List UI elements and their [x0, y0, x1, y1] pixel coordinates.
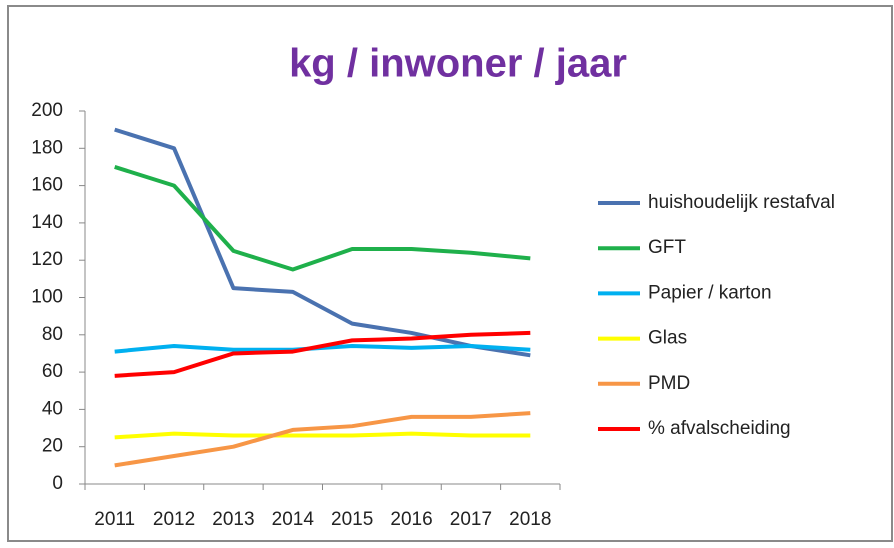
y-tick-label: 200	[31, 100, 63, 121]
legend-label: Papier / karton	[648, 282, 772, 303]
x-tick-label: 2016	[390, 509, 432, 530]
y-tick-label: 160	[31, 175, 63, 196]
legend-label: GFT	[648, 237, 686, 258]
series-line	[114, 431, 531, 440]
y-tick-label: 20	[42, 436, 63, 457]
chart-frame	[7, 5, 893, 542]
y-tick-label: 0	[52, 473, 63, 494]
y-tick-label: 80	[42, 324, 63, 345]
x-tick-label: 2011	[94, 509, 135, 530]
legend-label: Glas	[648, 328, 687, 349]
y-tick-label: 60	[42, 361, 63, 382]
series-line	[114, 127, 531, 358]
series-line	[114, 165, 531, 272]
x-tick-label: 2014	[272, 509, 315, 530]
y-tick-label: 120	[31, 249, 63, 270]
y-tick-label: 40	[42, 398, 63, 419]
x-tick-label: 2012	[153, 509, 195, 530]
y-tick-label: 100	[31, 287, 63, 308]
legend-label: PMD	[648, 373, 690, 394]
x-tick-label: 2013	[212, 509, 254, 530]
x-tick-label: 2018	[509, 509, 551, 530]
y-tick-label: 180	[31, 137, 63, 158]
chart-title: kg / inwoner / jaar	[289, 42, 627, 86]
x-tick-label: 2015	[331, 509, 373, 530]
x-tick-label: 2017	[450, 509, 492, 530]
y-tick-label: 140	[31, 212, 63, 233]
legend-label: huishoudelijk restafval	[648, 192, 835, 213]
series-line	[114, 411, 531, 468]
legend-label: % afvalscheiding	[648, 418, 791, 439]
series-line	[114, 330, 531, 378]
